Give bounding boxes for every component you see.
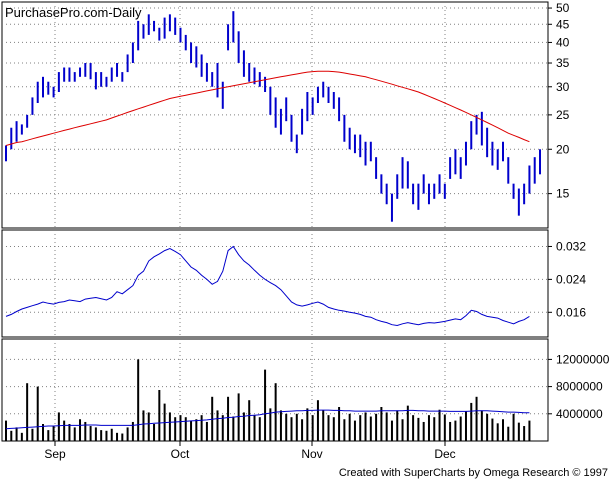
moving-average-line: [5, 70, 530, 146]
price-tick-label: 35: [556, 56, 570, 70]
price-tick-label: 45: [556, 17, 570, 31]
price-tick-label: 40: [556, 35, 570, 49]
price-tick-label: 25: [556, 108, 570, 122]
price-axis-labels: 50 45 40 35 30 25 20 15: [548, 1, 570, 201]
indicator-tick-label: 0.016: [556, 305, 586, 319]
month-tick-label: Nov: [301, 447, 322, 461]
month-tick-label: Dec: [434, 447, 455, 461]
month-tick-label: Sep: [44, 447, 66, 461]
price-tick-label: 50: [556, 1, 570, 15]
chart-credit: Created with SuperCharts by Omega Resear…: [339, 467, 608, 479]
indicator-tick-label: 0.024: [556, 272, 586, 286]
price-tick-label: 30: [556, 80, 570, 94]
indicator-line: [5, 245, 530, 327]
volume-tick-label: 4000000: [556, 407, 603, 421]
volume-tick-label: 8000000: [556, 380, 603, 394]
price-tick-label: 15: [556, 187, 570, 201]
indicator-panel-frame: [1, 229, 549, 338]
month-tick-label: Oct: [171, 447, 190, 461]
chart-title: PurchasePro.com-Daily: [5, 5, 142, 20]
indicator-tick-label: 0.032: [556, 239, 586, 253]
volume-axis-labels: 12000000 8000000 4000000: [548, 352, 610, 421]
price-tick-label: 20: [556, 142, 570, 156]
volume-tick-label: 12000000: [556, 352, 610, 366]
month-axis-labels: Sep Oct Nov Dec: [44, 441, 456, 461]
indicator-axis-labels: 0.032 0.024 0.016: [548, 239, 586, 319]
volume-average-line: [5, 409, 530, 430]
price-bars: [5, 11, 541, 222]
